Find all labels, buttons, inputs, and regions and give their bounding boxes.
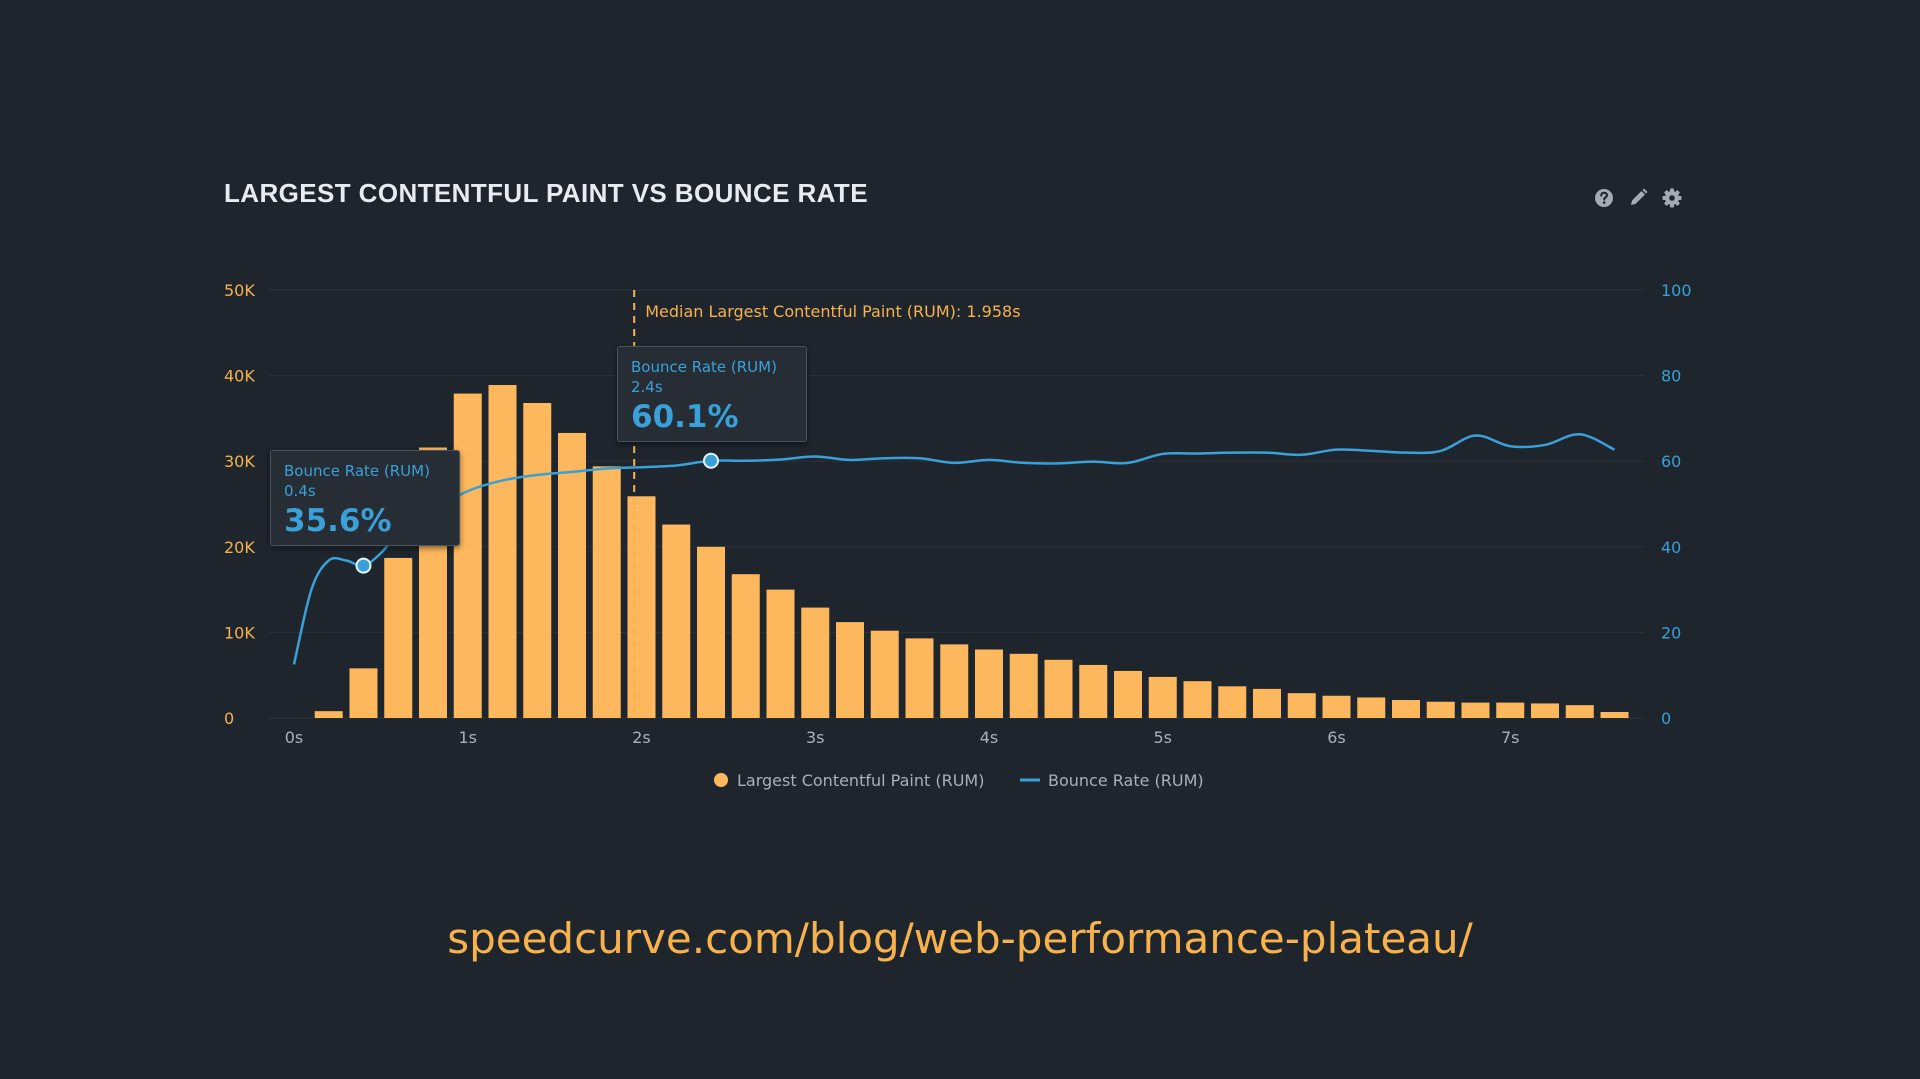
x-tick-label: 3s xyxy=(806,728,825,747)
bar xyxy=(1322,695,1351,718)
bar xyxy=(801,607,830,718)
tooltip-series-label: Bounce Rate (RUM) xyxy=(631,358,777,376)
y-left-tick-label: 0 xyxy=(224,709,234,728)
tooltip-bounce-rate-1: Bounce Rate (RUM) 0.4s 35.6% xyxy=(270,450,460,546)
bar xyxy=(349,668,378,718)
bar xyxy=(384,557,413,718)
bar xyxy=(1461,702,1490,718)
y-left-tick-label: 40K xyxy=(224,367,255,386)
tooltip-bounce-rate-2: Bounce Rate (RUM) 2.4s 60.1% xyxy=(617,346,807,442)
x-tick-label: 4s xyxy=(980,728,999,747)
bar xyxy=(662,524,691,718)
pencil-icon[interactable] xyxy=(1626,185,1650,211)
bar xyxy=(1009,653,1038,718)
y-right-tick-label: 80 xyxy=(1661,367,1681,386)
y-left-tick-label: 20K xyxy=(224,538,255,557)
bar xyxy=(1218,686,1247,718)
y-right-tick-label: 0 xyxy=(1661,709,1671,728)
y-left-tick-label: 30K xyxy=(224,452,255,471)
bar xyxy=(1565,705,1594,718)
bar xyxy=(975,649,1003,718)
bar xyxy=(1357,697,1386,718)
y-left-tick-label: 50K xyxy=(224,281,255,300)
chart-title: LARGEST CONTENTFUL PAINT VS BOUNCE RATE xyxy=(224,178,868,208)
x-tick-label: 7s xyxy=(1501,728,1520,747)
bar xyxy=(731,574,760,718)
legend-bar-swatch xyxy=(714,773,728,787)
bar xyxy=(940,644,969,718)
tooltip-point-marker xyxy=(703,452,719,469)
bar xyxy=(697,546,725,718)
y-right-tick-label: 20 xyxy=(1661,623,1681,642)
bar xyxy=(1531,703,1559,718)
bar xyxy=(523,402,552,718)
tooltip-point-marker xyxy=(355,557,372,574)
y-left-tick-label: 10K xyxy=(224,623,255,642)
bar xyxy=(488,385,517,718)
y-right-tick-label: 40 xyxy=(1661,538,1681,557)
bar xyxy=(870,630,899,718)
bar xyxy=(1426,701,1455,718)
bar xyxy=(766,589,795,718)
bar xyxy=(314,711,343,718)
footer-url[interactable]: speedcurve.com/blog/web-performance-plat… xyxy=(447,914,1473,963)
tooltip-value: 35.6% xyxy=(284,503,392,539)
chart-toolbar xyxy=(1592,184,1684,212)
legend-bar-label: Largest Contentful Paint (RUM) xyxy=(737,771,984,790)
bar xyxy=(453,393,482,718)
bar xyxy=(1148,676,1177,718)
bar xyxy=(905,638,934,718)
y-right-tick-label: 100 xyxy=(1661,281,1692,300)
bar xyxy=(1287,693,1316,718)
bar xyxy=(558,432,586,718)
median-line-label: Median Largest Contentful Paint (RUM): 1… xyxy=(645,302,1020,321)
x-tick-label: 0s xyxy=(285,728,304,747)
bar xyxy=(1392,700,1420,718)
bar xyxy=(627,496,656,718)
bar xyxy=(1600,712,1629,718)
tooltip-x-label: 0.4s xyxy=(284,482,316,500)
tooltip-x-label: 2.4s xyxy=(631,378,663,396)
bar xyxy=(1496,702,1525,718)
tooltip-value: 60.1% xyxy=(631,399,739,435)
bar xyxy=(1079,664,1108,718)
x-tick-label: 5s xyxy=(1153,728,1172,747)
y-right-tick-label: 60 xyxy=(1661,452,1681,471)
x-tick-label: 1s xyxy=(458,728,477,747)
tooltip-series-label: Bounce Rate (RUM) xyxy=(284,462,430,480)
gear-icon[interactable] xyxy=(1660,185,1684,211)
bar xyxy=(1253,688,1281,718)
bar xyxy=(1114,670,1142,718)
x-tick-label: 6s xyxy=(1327,728,1346,747)
bar xyxy=(1183,681,1212,718)
help-icon[interactable] xyxy=(1592,185,1616,211)
legend-line-label: Bounce Rate (RUM) xyxy=(1048,771,1204,790)
bar xyxy=(592,466,621,718)
bar xyxy=(836,622,864,718)
bar xyxy=(1044,659,1073,718)
x-tick-label: 2s xyxy=(632,728,651,747)
